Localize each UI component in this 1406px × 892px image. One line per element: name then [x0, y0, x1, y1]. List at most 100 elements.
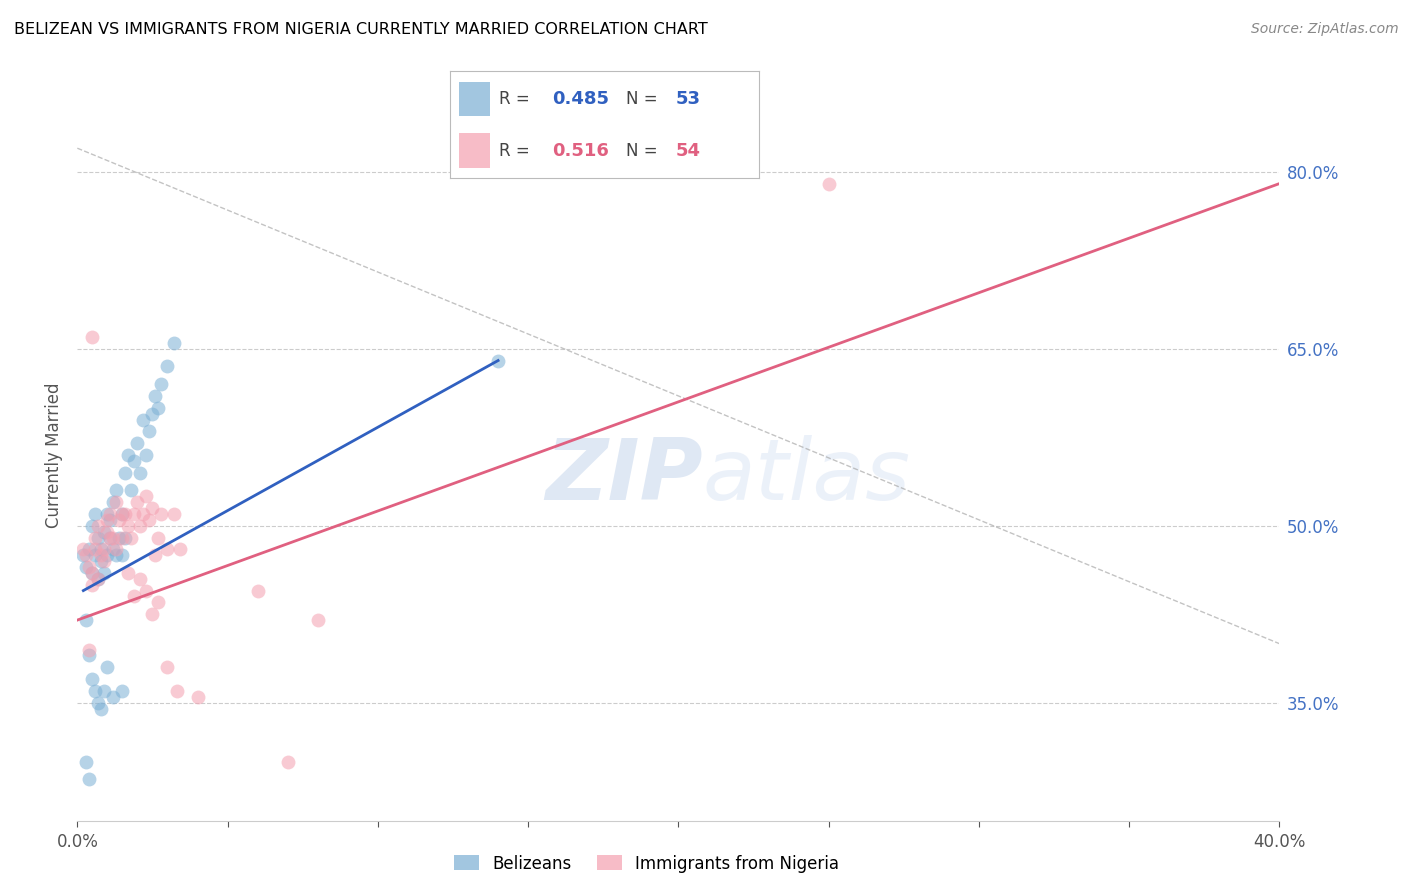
Point [135, 489, 157, 503]
Point [75, 560, 97, 574]
Point [166, 684, 188, 698]
Point [105, 483, 128, 498]
Point [129, 518, 152, 533]
Point [79, 542, 101, 557]
Y-axis label: Currently Married: Currently Married [45, 382, 63, 528]
Point [100, 513, 122, 527]
Point [124, 507, 146, 521]
Point [277, 755, 299, 769]
Point [79, 560, 101, 574]
Point [120, 531, 142, 545]
Text: BELIZEAN VS IMMIGRANTS FROM NIGERIA CURRENTLY MARRIED CORRELATION CHART: BELIZEAN VS IMMIGRANTS FROM NIGERIA CURR… [14, 22, 707, 37]
Point [148, 401, 170, 415]
Point [90, 554, 112, 568]
Point [82, 672, 104, 686]
Point [145, 548, 167, 562]
Point [79, 648, 101, 663]
Point [75, 613, 97, 627]
Text: R =: R = [499, 142, 530, 160]
Point [108, 531, 131, 545]
Point [135, 448, 157, 462]
Point [84, 548, 107, 562]
Point [148, 595, 170, 609]
Point [87, 572, 110, 586]
Bar [460, 134, 491, 168]
Point [246, 583, 269, 598]
Point [145, 389, 167, 403]
Point [96, 548, 118, 562]
Point [156, 660, 179, 674]
Point [486, 353, 509, 368]
Text: ZIP: ZIP [544, 435, 703, 518]
Point [120, 483, 142, 498]
Point [84, 542, 107, 557]
Point [141, 607, 163, 622]
Point [141, 407, 163, 421]
Point [96, 524, 118, 539]
Point [93, 566, 115, 580]
Point [96, 507, 118, 521]
Point [82, 566, 104, 580]
Point [82, 518, 104, 533]
Point [100, 531, 122, 545]
Point [111, 507, 134, 521]
Point [129, 572, 152, 586]
Point [75, 548, 97, 562]
Point [93, 542, 115, 557]
Point [75, 755, 97, 769]
Point [114, 507, 136, 521]
Bar [460, 82, 491, 116]
Point [96, 660, 118, 674]
Point [124, 590, 146, 604]
Point [117, 448, 139, 462]
Text: N =: N = [626, 90, 658, 108]
Text: 53: 53 [676, 90, 700, 108]
Point [105, 542, 128, 557]
Point [141, 501, 163, 516]
Point [93, 554, 115, 568]
Text: R =: R = [499, 90, 530, 108]
Point [135, 583, 157, 598]
Point [111, 507, 134, 521]
Point [90, 701, 112, 715]
Point [138, 425, 160, 439]
Point [162, 507, 184, 521]
Point [84, 684, 107, 698]
Point [124, 454, 146, 468]
Point [162, 335, 184, 350]
Point [156, 359, 179, 374]
Point [187, 690, 209, 704]
Point [138, 513, 160, 527]
Point [169, 542, 191, 557]
Point [87, 518, 110, 533]
Point [87, 572, 110, 586]
Text: N =: N = [626, 142, 658, 160]
Point [82, 577, 104, 591]
Point [111, 684, 134, 698]
Point [100, 531, 122, 545]
Point [84, 531, 107, 545]
Point [82, 566, 104, 580]
Point [103, 531, 125, 545]
Point [111, 548, 134, 562]
Point [148, 531, 170, 545]
Point [156, 542, 179, 557]
Point [129, 466, 152, 480]
Point [87, 531, 110, 545]
Point [105, 495, 128, 509]
Text: atlas: atlas [703, 435, 911, 518]
Point [307, 613, 329, 627]
Point [103, 542, 125, 557]
Point [103, 690, 125, 704]
Point [817, 177, 839, 191]
Point [96, 513, 118, 527]
Point [79, 642, 101, 657]
Point [127, 436, 149, 450]
Point [117, 518, 139, 533]
Point [117, 566, 139, 580]
Point [100, 507, 122, 521]
Point [150, 377, 173, 392]
Text: 54: 54 [676, 142, 700, 160]
Point [517, 88, 540, 103]
Point [132, 412, 155, 426]
